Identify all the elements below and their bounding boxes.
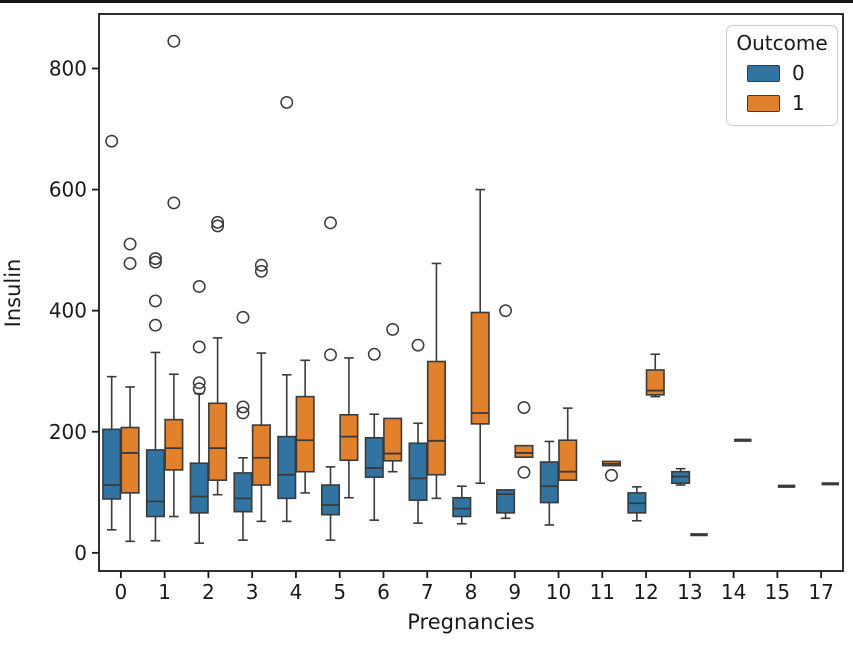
x-tick-label: 13 [677,580,702,604]
box-preg-0-outcome-1 [120,426,140,494]
legend-label-outcome-1: 1 [792,91,805,115]
outlier-preg-9-outcome-1 [517,401,531,414]
box-preg-6-outcome-0 [364,437,384,478]
outlier-preg-1-outcome-1 [167,196,181,210]
box-preg-9-outcome-0 [496,489,516,514]
outlier-preg-0-outcome-1 [123,237,137,251]
outlier-preg-9-outcome-0 [499,304,513,318]
box-preg-8-outcome-0 [452,496,472,518]
outlier-preg-1-outcome-0 [148,294,162,308]
outlier-preg-1-outcome-1 [167,34,181,48]
outlier-preg-1-outcome-0 [148,252,162,266]
outlier-preg-2-outcome-1 [211,219,225,233]
window-top-border [0,0,853,3]
y-axis-label: Insulin [1,258,25,328]
legend-swatch-outcome-1 [747,94,780,112]
outlier-preg-3-outcome-0 [236,400,250,414]
y-tick-label: 800 [49,56,87,80]
legend-item-outcome-1: 1 [747,91,829,115]
outlier-preg-2-outcome-0 [192,340,206,354]
box-preg-0-outcome-0 [102,428,122,500]
y-tick-label: 400 [49,299,87,323]
legend: Outcome 0 1 [726,25,838,126]
x-tick-label: 17 [808,580,833,604]
box-preg-5-outcome-0 [320,484,341,516]
box-preg-7-outcome-1 [426,360,446,476]
box-preg-4-outcome-1 [295,395,315,473]
box-preg-8-outcome-1 [470,311,490,425]
outlier-preg-6-outcome-1 [386,322,400,336]
box-preg-12-outcome-1 [645,369,665,396]
outlier-preg-3-outcome-1 [254,258,268,272]
y-tick-label: 0 [74,541,87,565]
x-tick-label: 12 [633,580,658,604]
box-preg-9-outcome-1 [514,444,534,458]
box-preg-2-outcome-0 [189,462,209,514]
x-tick-label: 7 [421,580,434,604]
box-preg-13-outcome-0 [671,470,691,485]
outlier-preg-4-outcome-0 [280,95,294,109]
x-tick-label: 5 [333,580,346,604]
x-tick-label: 0 [115,580,128,604]
y-tick-label: 200 [49,420,87,444]
x-tick-label: 9 [508,580,521,604]
box-preg-6-outcome-1 [383,417,403,462]
x-tick-label: 1 [158,580,171,604]
x-tick-label: 15 [765,580,790,604]
outlier-preg-3-outcome-0 [236,310,250,324]
box-preg-3-outcome-1 [251,424,271,486]
y-tick-label: 600 [49,178,87,202]
box-preg-5-outcome-1 [339,413,359,462]
x-tick-label: 14 [721,580,746,604]
x-tick-label: 4 [290,580,303,604]
x-tick-label: 6 [377,580,390,604]
legend-item-outcome-0: 0 [747,61,829,85]
outlier-preg-9-outcome-1 [517,465,531,479]
x-tick-label: 8 [465,580,478,604]
outlier-preg-0-outcome-0 [105,134,119,148]
box-preg-1-outcome-0 [145,449,165,518]
box-preg-3-outcome-0 [233,472,253,513]
x-tick-label: 10 [546,580,571,604]
box-preg-7-outcome-0 [408,442,428,501]
x-tick-label: 11 [590,580,615,604]
x-axis-label: Pregnancies [407,610,535,634]
outlier-preg-1-outcome-0 [148,318,162,332]
legend-title: Outcome [736,31,828,55]
legend-label-outcome-0: 0 [792,61,805,85]
outlier-preg-2-outcome-1 [211,215,225,229]
box-preg-1-outcome-1 [164,418,184,471]
outlier-preg-2-outcome-0 [192,279,206,293]
outlier-preg-11-outcome-1 [605,468,618,482]
x-tick-label: 2 [202,580,215,604]
box-preg-4-outcome-0 [277,435,297,500]
x-tick-label: 3 [246,580,259,604]
outlier-preg-5-outcome-0 [324,216,337,230]
outlier-preg-3-outcome-0 [236,406,250,420]
outlier-preg-6-outcome-0 [367,347,381,361]
outlier-preg-1-outcome-0 [148,255,162,269]
outlier-preg-5-outcome-0 [324,348,337,362]
outlier-preg-0-outcome-1 [123,256,137,270]
box-preg-10-outcome-1 [558,439,578,481]
box-preg-2-outcome-1 [208,402,228,481]
box-preg-10-outcome-0 [539,461,559,504]
outlier-preg-7-outcome-0 [411,338,425,352]
outlier-preg-2-outcome-0 [192,376,206,390]
outlier-preg-2-outcome-0 [192,382,206,396]
legend-swatch-outcome-0 [747,64,780,82]
outlier-preg-3-outcome-1 [254,264,268,278]
